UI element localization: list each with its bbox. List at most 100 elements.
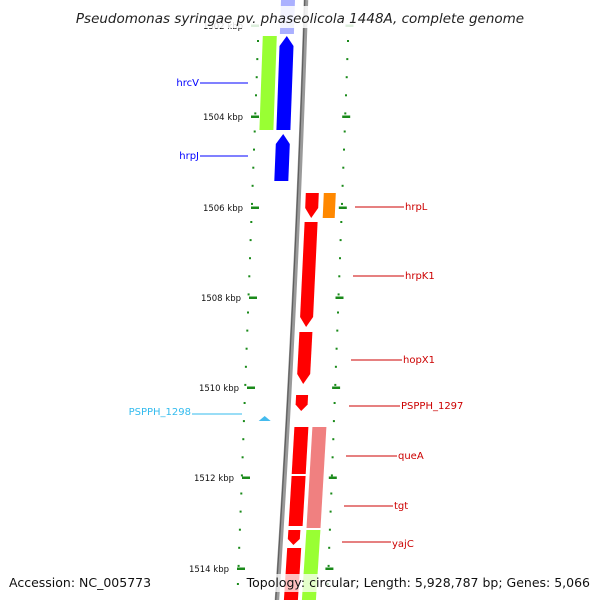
gene-labels-layer: hrcV hrpJ hrpL hrpK1 hopX1 PSPPH_1297 PSPPH_12… [129, 78, 464, 550]
gene-label-hopX1[interactable]: hopX1 [403, 355, 435, 366]
minor-tick-left [247, 311, 249, 314]
gene-label-PSPPH_1298[interactable]: PSPPH_1298 [129, 407, 191, 418]
minor-tick-left [251, 184, 254, 187]
minor-tick-right [330, 492, 333, 495]
major-tick-right [332, 386, 341, 389]
minor-tick-left [254, 112, 257, 115]
tick-label: 1514 kbp [189, 565, 229, 575]
major-tick-left [249, 296, 257, 299]
minor-tick-right [337, 293, 340, 296]
marker-PSPPH_1298[interactable] [258, 416, 271, 421]
minor-tick-left [249, 239, 252, 242]
minor-tick-right [341, 202, 343, 205]
gene-block-pink[interactable] [306, 427, 327, 528]
minor-tick-right [331, 456, 334, 459]
gene-block-hrpJ[interactable] [274, 134, 290, 181]
minor-tick-left [255, 76, 258, 79]
tick-label: 1512 kbp [194, 474, 234, 484]
minor-tick-right [339, 239, 342, 242]
minor-tick-right [332, 420, 335, 423]
minor-tick-left [246, 329, 249, 332]
gene-block-queA[interactable] [291, 427, 309, 474]
minor-tick-right [328, 546, 331, 549]
backbone-layer [274, 0, 309, 600]
minor-tick-right [334, 365, 337, 368]
tick-label: 1506 kbp [203, 204, 243, 214]
title-backdrop [70, 6, 530, 28]
minor-tick-right [332, 438, 335, 441]
minor-tick-left [242, 438, 245, 441]
major-tick-left [242, 476, 250, 479]
minor-tick-left [236, 583, 239, 585]
minor-tick-left [253, 130, 256, 133]
minor-tick-left [240, 474, 243, 477]
gene-block-orange[interactable] [322, 193, 336, 218]
minor-tick-left [249, 257, 251, 260]
tick-label: 1510 kbp [199, 384, 239, 394]
genome-backbone-shade [275, 0, 306, 600]
major-tick-left [251, 206, 259, 209]
minor-tick-right [334, 383, 337, 386]
minor-tick-right [347, 40, 349, 42]
gene-block-hrpK1[interactable] [300, 222, 318, 327]
minor-tick-right [327, 564, 330, 567]
major-tick-left [247, 386, 255, 389]
major-tick-left [251, 115, 259, 118]
minor-tick-right [343, 148, 345, 151]
minor-tick-right [346, 58, 349, 61]
major-tick-left [237, 567, 245, 570]
minor-tick-left [257, 40, 259, 42]
minor-tick-right [337, 311, 339, 314]
minor-tick-left [245, 347, 248, 350]
gene-label-hrpJ[interactable]: hrpJ [179, 151, 199, 162]
minor-tick-right [345, 94, 347, 97]
topology-text: Topology: circular; Length: 5,928,787 bp… [246, 575, 590, 590]
major-tick-right [325, 567, 334, 570]
minor-tick-right [342, 166, 345, 169]
gene-label-yajC[interactable]: yajC [392, 539, 414, 550]
footer-backdrop [258, 574, 592, 592]
gene-block-hopX1[interactable] [297, 332, 313, 384]
minor-tick-right [338, 275, 341, 278]
gene-block-green[interactable] [259, 36, 277, 130]
genome-backbone [274, 0, 309, 600]
minor-tick-left [252, 166, 255, 169]
minor-tick-left [240, 492, 243, 495]
minor-tick-right [344, 112, 347, 115]
minor-tick-right [340, 221, 343, 223]
minor-tick-right [335, 347, 338, 350]
gene-block-hrpL[interactable] [305, 193, 319, 218]
gene-label-hrcV[interactable]: hrcV [176, 78, 199, 89]
gene-label-PSPPH_1297[interactable]: PSPPH_1297 [401, 401, 463, 412]
minor-tick-left [250, 221, 253, 223]
minor-tick-right [339, 257, 341, 260]
minor-tick-left [238, 546, 241, 549]
minor-tick-left [253, 148, 255, 151]
major-tick-right [335, 296, 344, 299]
minor-tick-left [237, 564, 240, 567]
map-title: Pseudomonas syringae pv. phaseolicola 14… [76, 11, 524, 27]
gene-label-queA[interactable]: queA [398, 451, 424, 462]
minor-tick-left [241, 456, 244, 459]
minor-tick-left [248, 275, 251, 278]
minor-tick-right [328, 528, 331, 531]
accession-text: Accession: NC_005773 [9, 575, 151, 590]
minor-tick-left [238, 528, 241, 531]
minor-tick-right [341, 184, 344, 187]
gene-block-hrcV[interactable] [276, 36, 294, 130]
gene-label-hrpK1[interactable]: hrpK1 [405, 271, 435, 282]
major-tick-right [328, 476, 337, 479]
gene-block-yajC[interactable] [287, 530, 301, 545]
major-tick-right [342, 115, 351, 118]
gene-block-PSPPH_1297[interactable] [295, 395, 309, 411]
tick-label: 1508 kbp [201, 294, 241, 304]
minor-tick-right [343, 130, 346, 133]
minor-tick-left [247, 293, 250, 296]
gene-label-tgt[interactable]: tgt [394, 501, 408, 512]
tick-label: 1504 kbp [203, 113, 243, 123]
minor-tick-left [239, 510, 242, 513]
minor-tick-right [345, 76, 348, 79]
gene-block-tgt[interactable] [288, 476, 306, 526]
gene-label-hrpL[interactable]: hrpL [405, 202, 428, 213]
